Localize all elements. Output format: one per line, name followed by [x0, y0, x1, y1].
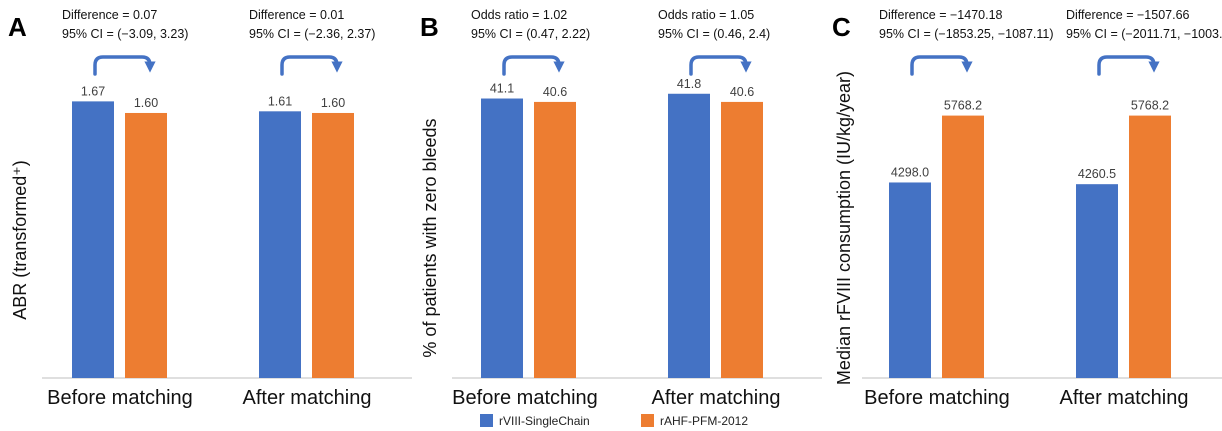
comparison-arrow	[280, 55, 343, 76]
bar-rviii-singlechain-before	[481, 98, 523, 379]
bar-rahf-pfm-2012-after	[1129, 115, 1171, 378]
category-label: Before matching	[864, 387, 1010, 409]
bar-rviii-singlechain-after	[1076, 184, 1118, 378]
legend-swatch-rahf-pfm-2012	[641, 414, 654, 427]
panel-letter-a: A	[8, 12, 27, 42]
comparison-arrow	[689, 55, 752, 76]
category-label: After matching	[243, 387, 372, 409]
annotation-ci: 95% CI = (0.47, 2.22)	[471, 27, 590, 41]
bar-rahf-pfm-2012-after	[721, 101, 763, 379]
annotation-statistic: Difference = −1470.18	[879, 8, 1003, 22]
annotation-statistic: Difference = −1507.66	[1066, 8, 1190, 22]
legend-label-rviii-singlechain: rVIII-SingleChain	[499, 414, 590, 428]
annotation-ci: 95% CI = (0.46, 2.4)	[658, 27, 770, 41]
data-label: 1.61	[268, 94, 292, 108]
panel-letter-c: C	[832, 12, 851, 42]
data-label: 1.67	[81, 84, 105, 98]
annotation-statistic: Odds ratio = 1.05	[658, 8, 754, 22]
panel-letter-b: B	[420, 12, 439, 42]
bar-rahf-pfm-2012-before	[125, 112, 167, 378]
data-label: 5768.2	[1131, 99, 1169, 113]
panel-a-chart: ABR (transformed⁺) 1.67 1.60 Before matchin…	[10, 8, 412, 409]
comparison-arrow	[93, 55, 156, 76]
data-label: 4260.5	[1078, 167, 1116, 181]
comparison-arrow	[1097, 55, 1160, 76]
annotation-statistic: Difference = 0.01	[249, 8, 344, 22]
data-label: 1.60	[134, 96, 158, 110]
comparison-arrow	[910, 55, 973, 76]
data-label: 5768.2	[944, 99, 982, 113]
legend: rVIII-SingleChain rAHF-PFM-2012	[480, 414, 748, 428]
data-label: 4298.0	[891, 165, 929, 179]
y-axis-label: ABR (transformed⁺)	[10, 160, 30, 320]
category-label: After matching	[652, 387, 781, 409]
bar-rahf-pfm-2012-before	[534, 101, 576, 379]
annotation-ci: 95% CI = (−3.09, 3.23)	[62, 27, 188, 41]
panel-b-chart: % of patients with zero bleeds 41.1 40.6 Be…	[420, 8, 822, 409]
data-label: 41.1	[490, 82, 514, 96]
bar-rviii-singlechain-before	[889, 182, 931, 378]
annotation-ci: 95% CI = (−1853.25, −1087.11)	[879, 27, 1054, 41]
legend-label-rahf-pfm-2012: rAHF-PFM-2012	[660, 414, 748, 428]
bar-rahf-pfm-2012-after	[312, 112, 354, 378]
legend-swatch-rviii-singlechain	[480, 414, 493, 427]
category-label: Before matching	[452, 387, 598, 409]
y-axis-label: % of patients with zero bleeds	[420, 118, 440, 357]
data-label: 40.6	[730, 85, 754, 99]
annotation-ci: 95% CI = (−2.36, 2.37)	[249, 27, 375, 41]
data-label: 1.60	[321, 96, 345, 110]
y-axis-label: Median rFVIII consumption (IU/kg/year)	[834, 71, 854, 385]
bar-rviii-singlechain-after	[259, 111, 301, 379]
data-label: 41.8	[677, 77, 701, 91]
bar-rviii-singlechain-before	[72, 101, 114, 378]
data-label: 40.6	[543, 85, 567, 99]
annotation-ci: 95% CI = (−2011.71, −1003.61)	[1066, 27, 1222, 41]
comparison-arrow	[502, 55, 565, 76]
panel-c-chart: Median rFVIII consumption (IU/kg/year) 42…	[834, 8, 1222, 409]
bar-rahf-pfm-2012-before	[942, 115, 984, 378]
category-label: After matching	[1060, 387, 1189, 409]
annotation-statistic: Odds ratio = 1.02	[471, 8, 567, 22]
bar-rviii-singlechain-after	[668, 93, 710, 378]
category-label: Before matching	[47, 387, 193, 409]
annotation-statistic: Difference = 0.07	[62, 8, 157, 22]
